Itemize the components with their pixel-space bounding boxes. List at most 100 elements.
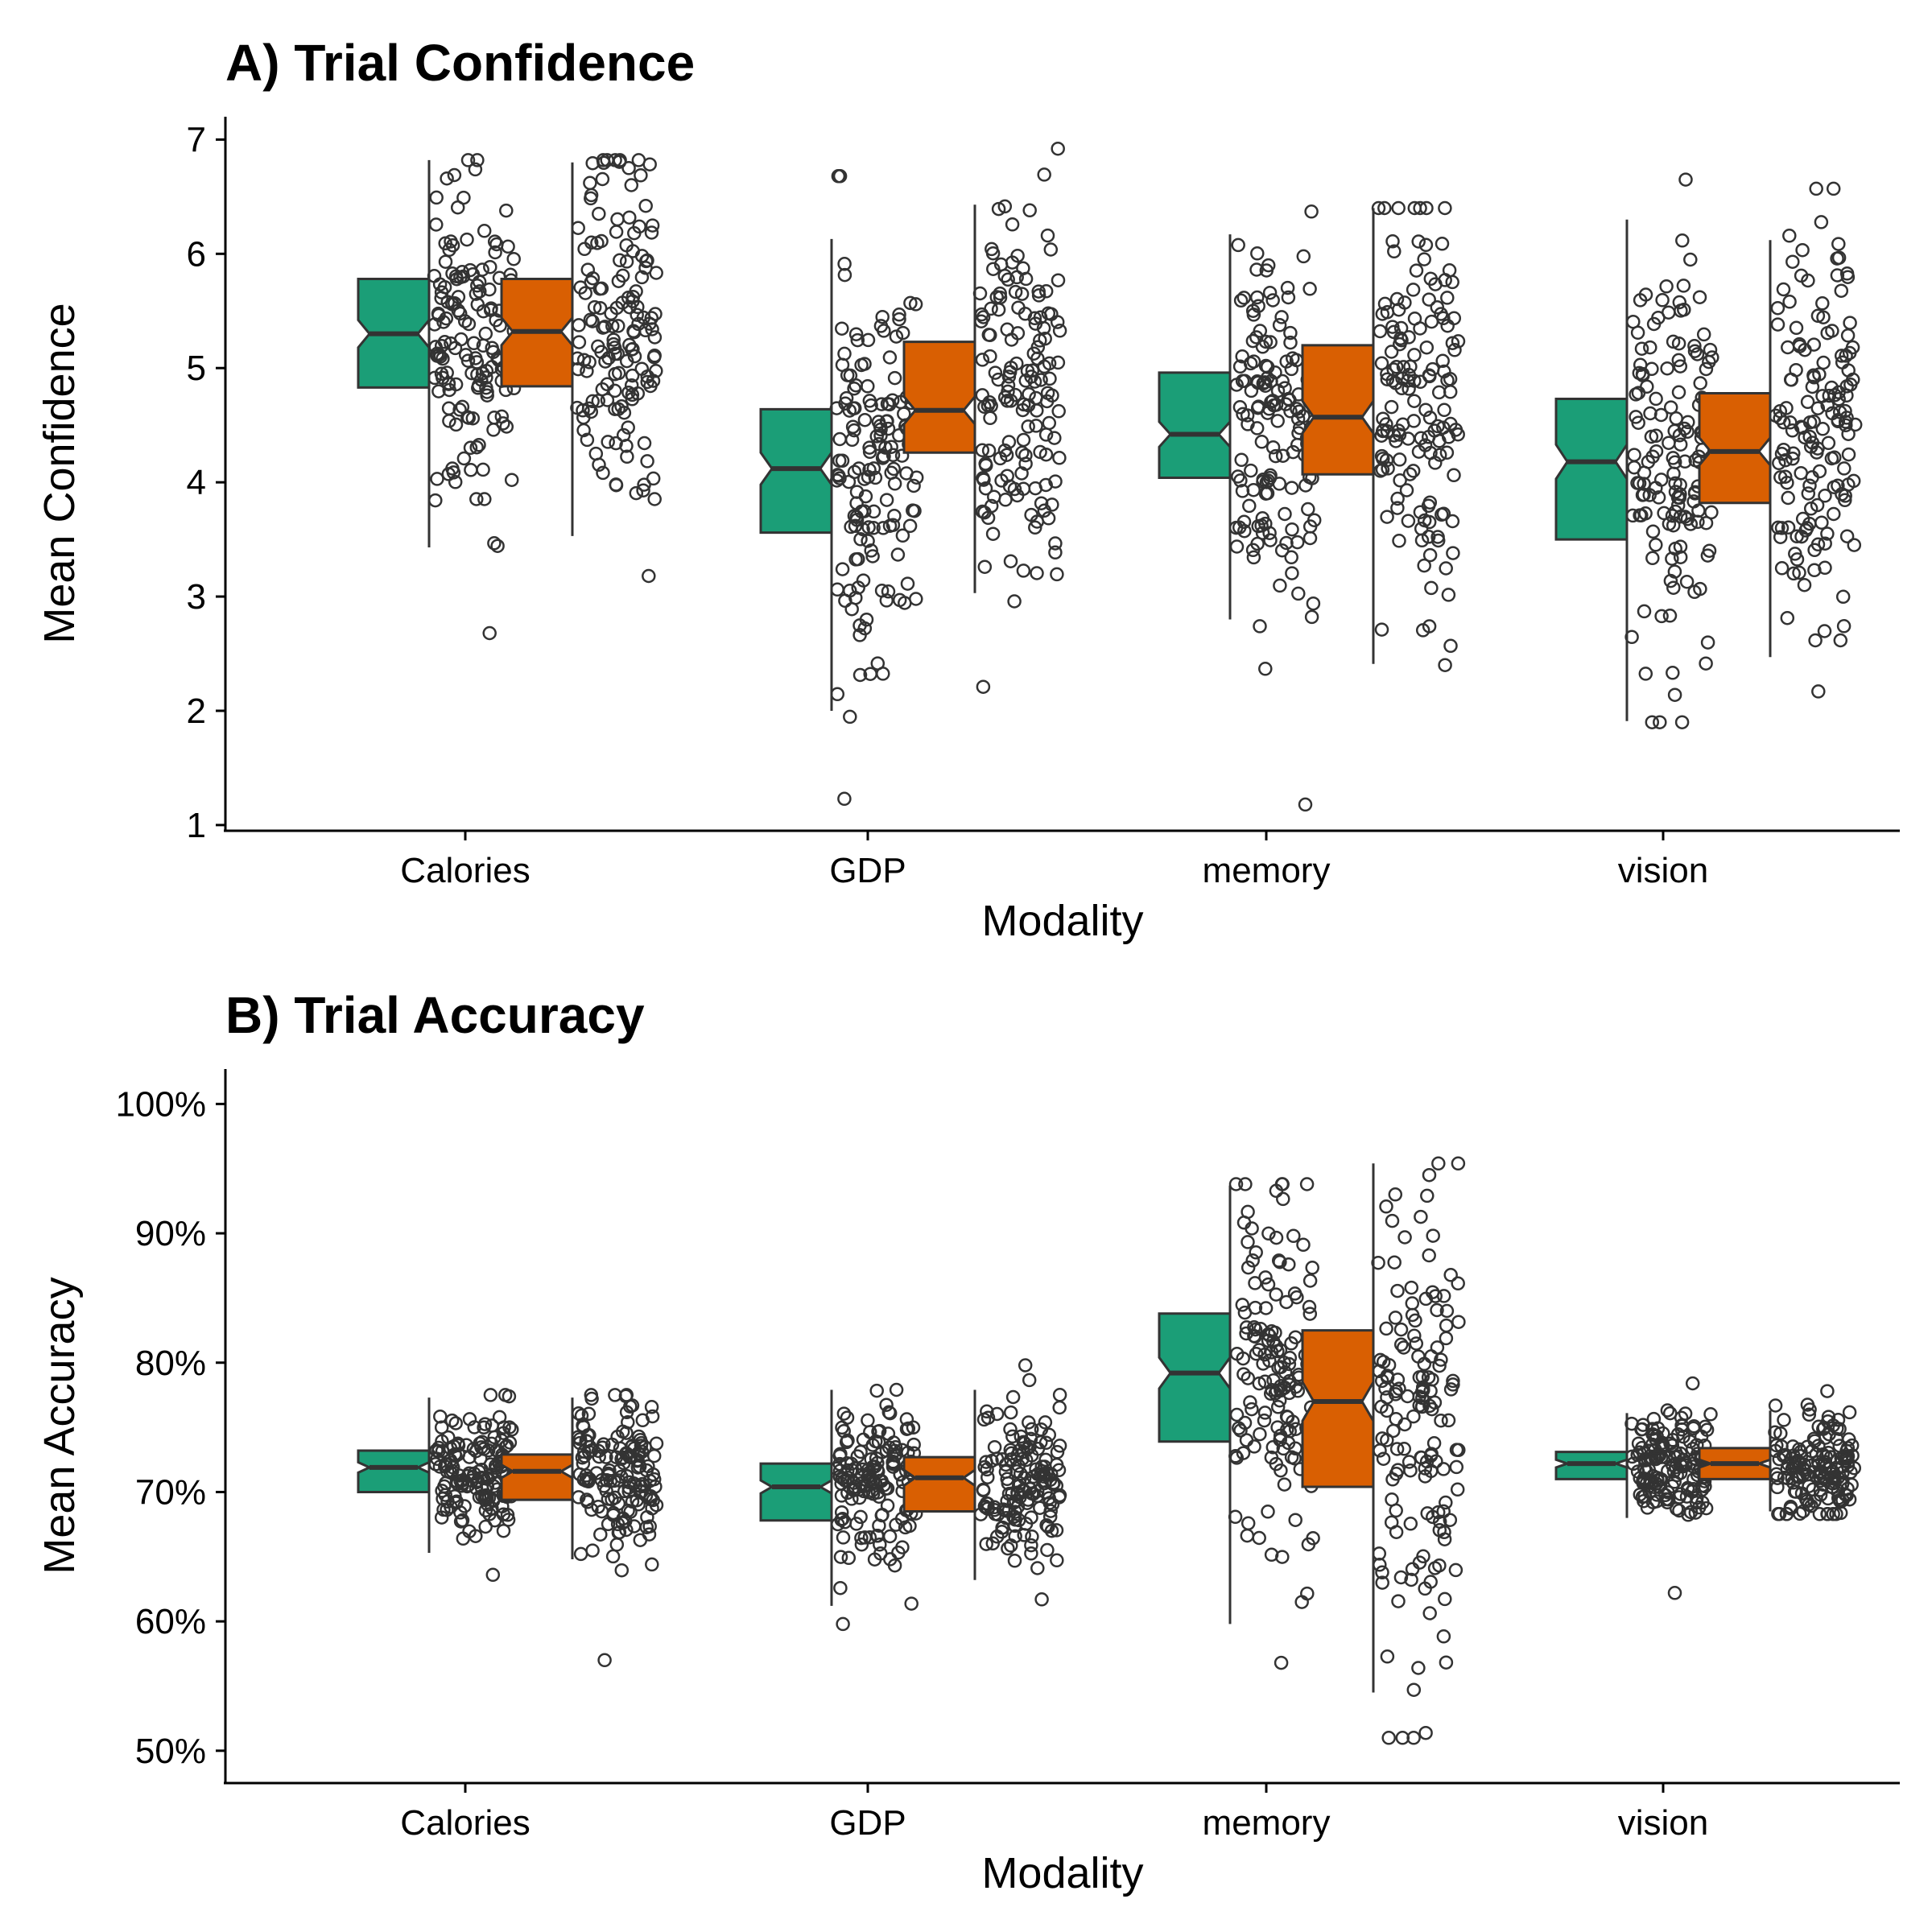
data-point	[1430, 299, 1445, 315]
data-point	[1233, 293, 1249, 308]
data-point	[1377, 296, 1393, 312]
data-point	[887, 370, 902, 386]
data-point	[1265, 293, 1280, 308]
data-point	[1014, 466, 1029, 481]
data-point	[1391, 302, 1406, 317]
data-point	[836, 1406, 852, 1421]
data-point	[1773, 411, 1787, 426]
data-point	[861, 379, 875, 394]
data-point	[841, 1550, 857, 1566]
data-point	[975, 443, 990, 457]
data-point	[1030, 1561, 1045, 1575]
data-point	[1812, 1507, 1827, 1521]
data-point	[1384, 399, 1399, 415]
data-point	[1443, 385, 1458, 399]
data-point	[581, 1406, 597, 1422]
data-point	[644, 1400, 659, 1414]
data-point	[476, 303, 491, 319]
data-point	[834, 1505, 849, 1520]
data-point	[1646, 1411, 1662, 1426]
data-point	[1301, 502, 1315, 517]
data-point	[1699, 1501, 1714, 1516]
data-point	[1380, 1390, 1394, 1405]
data-point	[1278, 506, 1292, 522]
data-point	[1045, 1497, 1060, 1512]
data-point	[1833, 633, 1848, 648]
data-point	[470, 153, 485, 167]
data-point	[485, 1567, 501, 1583]
data-point	[436, 370, 450, 386]
data-point	[1810, 537, 1826, 552]
data-point	[978, 456, 993, 471]
data-point	[1041, 306, 1056, 320]
data-point	[1052, 324, 1067, 338]
data-point	[1451, 334, 1466, 349]
data-point	[1018, 307, 1033, 321]
data-point	[477, 224, 492, 238]
data-point	[444, 1413, 460, 1428]
data-point	[1029, 419, 1043, 433]
data-point	[1637, 604, 1652, 619]
data-point	[1294, 1595, 1309, 1609]
x-ticks: Calories GDP memory vision	[400, 1783, 1708, 1843]
data-point	[1290, 411, 1306, 427]
data-point	[1034, 1592, 1049, 1607]
data-point	[1299, 1177, 1315, 1191]
data-point	[1273, 578, 1287, 593]
data-point	[1380, 1649, 1395, 1664]
data-point	[1815, 422, 1831, 436]
data-point	[624, 378, 639, 393]
data-point	[631, 1446, 646, 1461]
data-point	[609, 1538, 625, 1552]
data-point	[646, 1448, 662, 1463]
data-point	[1430, 419, 1445, 434]
data-point	[601, 1492, 616, 1506]
data-point	[1236, 514, 1252, 530]
data-point	[1285, 566, 1299, 580]
data-point	[1001, 1541, 1015, 1556]
data-point	[1274, 543, 1290, 558]
data-point	[483, 303, 498, 317]
data-point	[613, 253, 627, 268]
data-point	[848, 518, 863, 534]
data-point	[995, 1451, 1009, 1467]
data-point	[836, 1616, 850, 1632]
data-point	[1003, 554, 1018, 568]
data-point	[1703, 1407, 1718, 1422]
data-point	[625, 387, 640, 402]
data-point	[975, 504, 990, 519]
data-point	[434, 1510, 449, 1525]
data-point	[1015, 402, 1030, 418]
data-point	[476, 462, 490, 477]
data-point	[1827, 480, 1842, 494]
data-point	[1780, 475, 1794, 490]
data-point	[1674, 715, 1690, 729]
data-point	[1272, 318, 1287, 332]
data-point	[871, 415, 886, 429]
data-point	[1672, 295, 1687, 310]
data-point	[1660, 361, 1674, 376]
data-point	[830, 582, 844, 597]
data-point	[1232, 400, 1248, 415]
data-point	[1234, 452, 1249, 468]
data-point	[1688, 453, 1703, 468]
data-point	[1422, 1167, 1437, 1183]
data-point	[1663, 1436, 1678, 1451]
data-point	[1253, 619, 1267, 634]
data-point	[1424, 580, 1439, 596]
x-ticks: Calories GDP memory vision	[400, 831, 1708, 890]
data-point	[626, 324, 641, 339]
data-point	[1802, 1402, 1817, 1417]
data-point	[841, 474, 857, 489]
data-point	[1302, 1307, 1318, 1321]
data-point	[1407, 348, 1422, 362]
data-point	[1025, 363, 1040, 378]
data-point	[985, 246, 1001, 261]
data-point	[1013, 1466, 1028, 1481]
data-point	[1040, 228, 1055, 243]
data-point	[1041, 1519, 1055, 1534]
data-point	[630, 308, 644, 322]
data-point	[436, 1502, 451, 1517]
panel-accuracy: B) Trial Accuracy 50% 60% 70% 80% 90% 100% Ca…	[35, 986, 1900, 1897]
data-point	[610, 212, 625, 227]
